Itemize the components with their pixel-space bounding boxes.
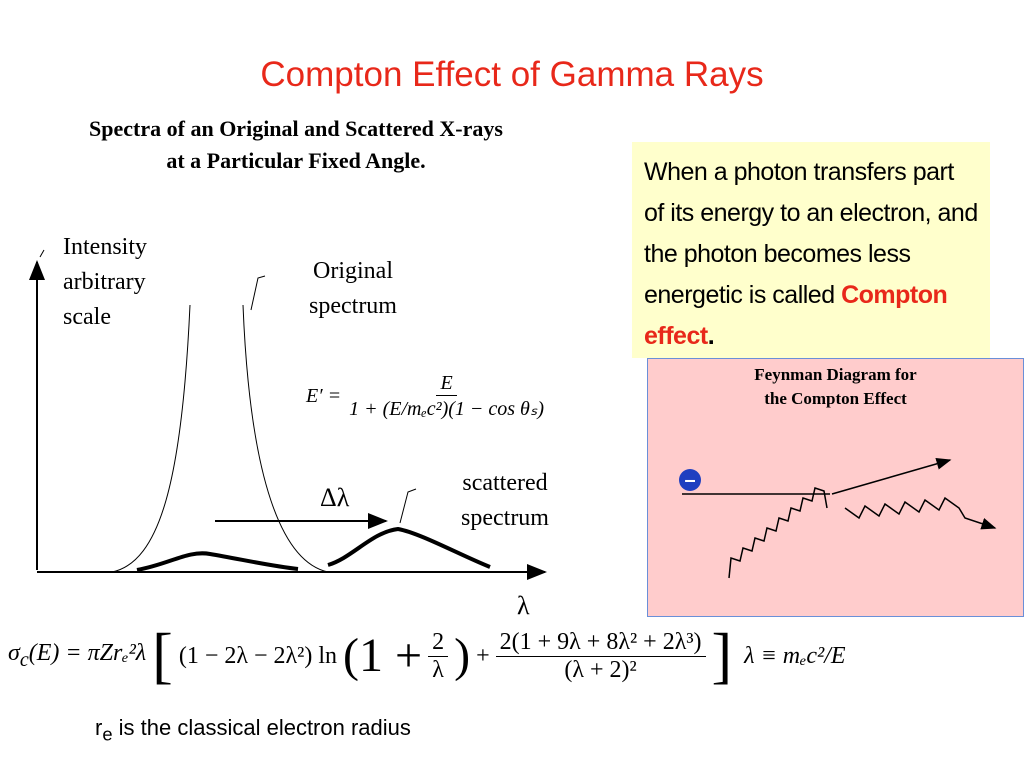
title: Compton Effect of Gamma Rays	[260, 55, 764, 94]
formula-part: +	[476, 642, 490, 669]
denominator: 1 + (E/mₑc²)(1 − cos θₛ)	[349, 398, 545, 420]
numerator: E	[436, 372, 457, 396]
footnote-sub: e	[102, 723, 113, 745]
fraction: E 1 + (E/mₑc²)(1 − cos θₛ)	[349, 372, 544, 421]
y-label: Intensity arbitrary scale	[63, 230, 147, 335]
leader	[399, 488, 417, 524]
photon-in	[728, 487, 828, 579]
electron-out	[831, 457, 952, 495]
formula-sub: c	[19, 648, 29, 671]
subtitle-line: Spectra of an Original and Scattered X-r…	[89, 116, 503, 141]
note-text: When a photon transfers part of its ener…	[644, 158, 978, 309]
plot-drawing	[29, 249, 547, 580]
photon-out	[844, 496, 997, 530]
leader	[250, 275, 266, 311]
y-label-line: Intensity	[63, 234, 147, 260]
footnote-symbol: r	[95, 715, 103, 740]
feynman-title-line: the Compton Effect	[764, 389, 907, 408]
x-label: λ	[517, 591, 530, 620]
feynman-title-line: Feynman Diagram for	[754, 365, 917, 384]
original-curve	[111, 304, 191, 573]
denominator: (λ + 2)²	[564, 656, 637, 683]
note-box: When a photon transfers part of its ener…	[632, 142, 990, 358]
formula-part: σc(E) = πZrₑ²λ	[8, 640, 146, 672]
scattered-curve	[327, 526, 491, 569]
lambda-definition: λ ≡ mₑc²/E	[744, 642, 846, 669]
label-line: spectrum	[309, 293, 397, 319]
energy-formula: E′ = E 1 + (E/mₑc²)(1 − cos θₛ)	[306, 372, 544, 421]
leader	[39, 249, 45, 258]
label-line: spectrum	[461, 505, 549, 531]
feynman-box	[647, 358, 1024, 617]
paren: )	[454, 629, 471, 682]
numerator: 2(1 + 9λ + 8λ² + 2λ³)	[495, 629, 706, 657]
spectrum-plot	[29, 249, 547, 580]
formula-part: (1 − 2λ − 2λ²) ln	[178, 642, 338, 669]
electron-symbol: –	[684, 469, 695, 491]
bracket: ]	[711, 622, 733, 690]
cross-section-formula: σc(E) = πZrₑ²λ [ (1 − 2λ − 2λ²) ln (1 + …	[8, 625, 846, 687]
numerator: 2	[428, 629, 449, 657]
feynman-diagram: –	[679, 457, 997, 579]
y-label-line: scale	[63, 304, 111, 330]
note-end: .	[707, 322, 715, 350]
y-label-line: arbitrary	[63, 269, 146, 295]
small-peak	[136, 551, 299, 572]
bracket: [	[152, 622, 173, 690]
note-highlight: Compton effect	[644, 281, 948, 350]
formula-part: σ	[8, 640, 20, 667]
denominator: λ	[432, 656, 444, 683]
paren: (1 +	[343, 629, 423, 682]
formula-part: (E) = πZrₑ²λ	[28, 640, 147, 667]
label-line: Original	[313, 258, 393, 284]
feynman-title: Feynman Diagram for the Compton Effect	[647, 363, 1024, 411]
footnote-text: is the classical electron radius	[112, 715, 411, 740]
shift-label: Δλ	[320, 483, 350, 512]
subtitle: Spectra of an Original and Scattered X-r…	[0, 113, 592, 177]
formula-lhs: E′ =	[306, 385, 342, 407]
fraction: 2(1 + 9λ + 8λ² + 2λ³) (λ + 2)²	[495, 629, 706, 684]
original-curve	[242, 304, 329, 573]
feynman-lines	[682, 457, 997, 579]
subtitle-line: at a Particular Fixed Angle.	[166, 148, 426, 173]
original-label: Original spectrum	[290, 254, 416, 324]
footnote: re is the classical electron radius	[95, 715, 411, 745]
label-line: scattered	[462, 470, 548, 496]
scattered-label: scattered spectrum	[442, 466, 568, 536]
electron-marker	[679, 469, 701, 491]
